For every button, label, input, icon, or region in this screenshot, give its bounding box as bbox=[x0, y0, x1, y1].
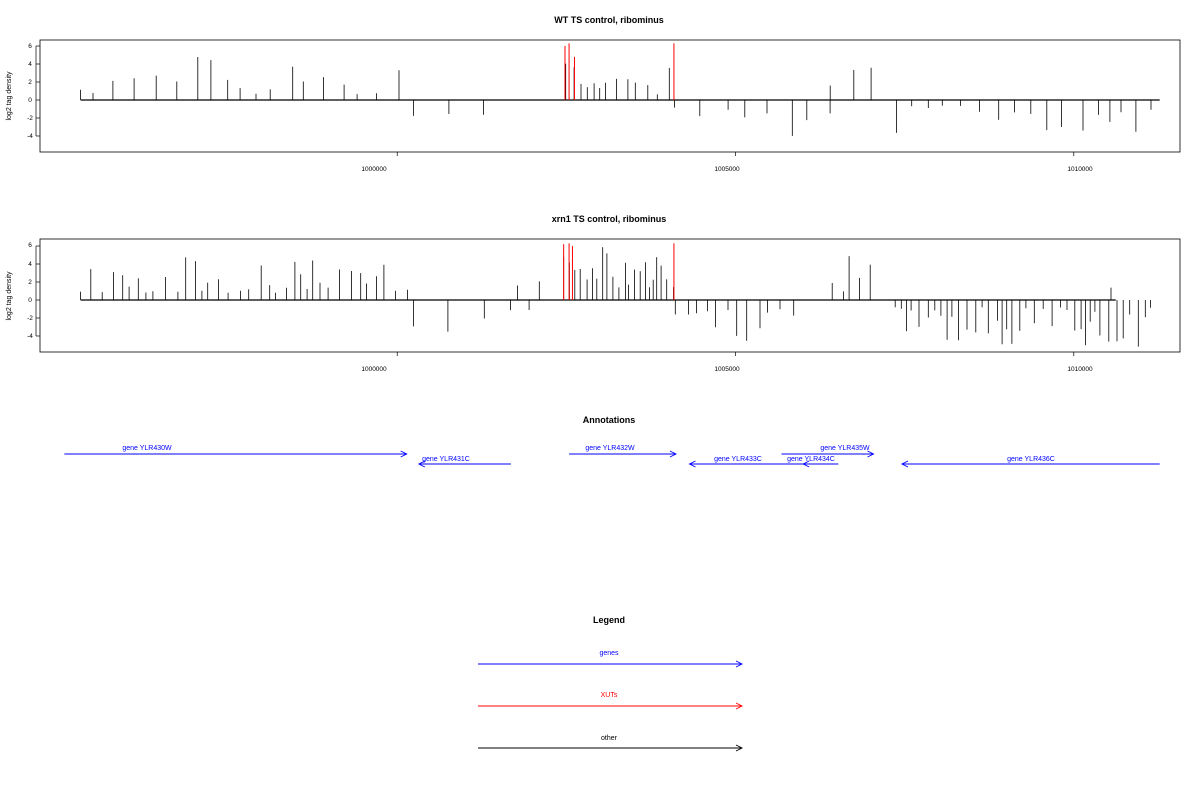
legend-genes-label: genes bbox=[599, 650, 619, 657]
gene-label: gene YLR432W bbox=[585, 445, 635, 452]
gene-arrowhead bbox=[867, 450, 875, 458]
xrn1-xtick-label: 1005000 bbox=[714, 366, 740, 373]
legend-other-arrowhead bbox=[735, 744, 744, 752]
legend-xuts-label: XUTs bbox=[601, 692, 618, 699]
xrn1-panel: xrn1 TS control, ribominus log2 tag dens… bbox=[6, 214, 1181, 373]
legend-other-label: other bbox=[601, 735, 618, 742]
wt-ytick-label: 4 bbox=[28, 61, 32, 68]
wt-xtick-label: 1000000 bbox=[361, 166, 387, 173]
xrn1-plot-frame bbox=[39, 238, 1181, 353]
wt-ytick-label: 2 bbox=[28, 79, 32, 86]
xrn1-ytick-label: 4 bbox=[28, 261, 32, 268]
wt-axis-ticks bbox=[35, 45, 1075, 156]
xrn1-xtick-label: 1000000 bbox=[361, 366, 387, 373]
gene-arrowhead bbox=[900, 460, 909, 468]
wt-ytick-label: 0 bbox=[28, 97, 32, 104]
xrn1-ytick-label: -2 bbox=[27, 315, 33, 322]
wt-panel-title: WT TS control, ribominus bbox=[554, 15, 664, 25]
wt-panel: WT TS control, ribominus log2 tag densit… bbox=[6, 15, 1181, 173]
wt-y-axis-label: log2 tag density bbox=[6, 71, 13, 121]
xrn1-ytick-label: 2 bbox=[28, 279, 32, 286]
wt-bars bbox=[80, 43, 1160, 136]
wt-plot-frame bbox=[39, 39, 1181, 153]
xrn1-bars bbox=[80, 243, 1151, 347]
xrn1-xtick-label: 1010000 bbox=[1067, 366, 1093, 373]
wt-ytick-label: -4 bbox=[27, 133, 33, 140]
gene-arrowhead bbox=[669, 450, 677, 458]
xrn1-y-axis-label: log2 tag density bbox=[6, 271, 13, 321]
legend: Legend genes XUTs other bbox=[478, 615, 744, 752]
gene-label: gene YLR430W bbox=[122, 445, 172, 452]
wt-xtick-label: 1010000 bbox=[1067, 166, 1093, 173]
legend-xuts-arrowhead bbox=[735, 702, 744, 710]
wt-ytick-label: -2 bbox=[27, 115, 33, 122]
legend-genes-arrowhead bbox=[735, 660, 744, 668]
gene-label: gene YLR431C bbox=[422, 456, 470, 463]
gene-arrowhead bbox=[417, 460, 426, 468]
wt-xtick-label: 1005000 bbox=[714, 166, 740, 173]
wt-ytick-label: 6 bbox=[28, 43, 32, 50]
xrn1-ytick-label: 6 bbox=[28, 242, 32, 249]
gene-arrows bbox=[64, 450, 1160, 468]
gene-arrowhead bbox=[802, 460, 810, 468]
annotations-track: Annotations gene YLR430W gene YLR431C ge… bbox=[64, 415, 1160, 468]
legend-title: Legend bbox=[593, 615, 625, 625]
xrn1-ytick-label: -4 bbox=[27, 333, 33, 340]
gene-label: gene YLR436C bbox=[1007, 456, 1055, 463]
gene-arrowhead bbox=[400, 450, 408, 458]
annotations-title: Annotations bbox=[583, 415, 636, 425]
xrn1-axis-ticks bbox=[35, 245, 1075, 356]
xrn1-ytick-label: 0 bbox=[28, 297, 32, 304]
xrn1-panel-title: xrn1 TS control, ribominus bbox=[552, 214, 667, 224]
gene-label: gene YLR434C bbox=[787, 456, 835, 463]
gene-label: gene YLR433C bbox=[714, 456, 762, 463]
gene-label: gene YLR435W bbox=[820, 445, 870, 452]
gene-arrowhead bbox=[688, 460, 696, 468]
